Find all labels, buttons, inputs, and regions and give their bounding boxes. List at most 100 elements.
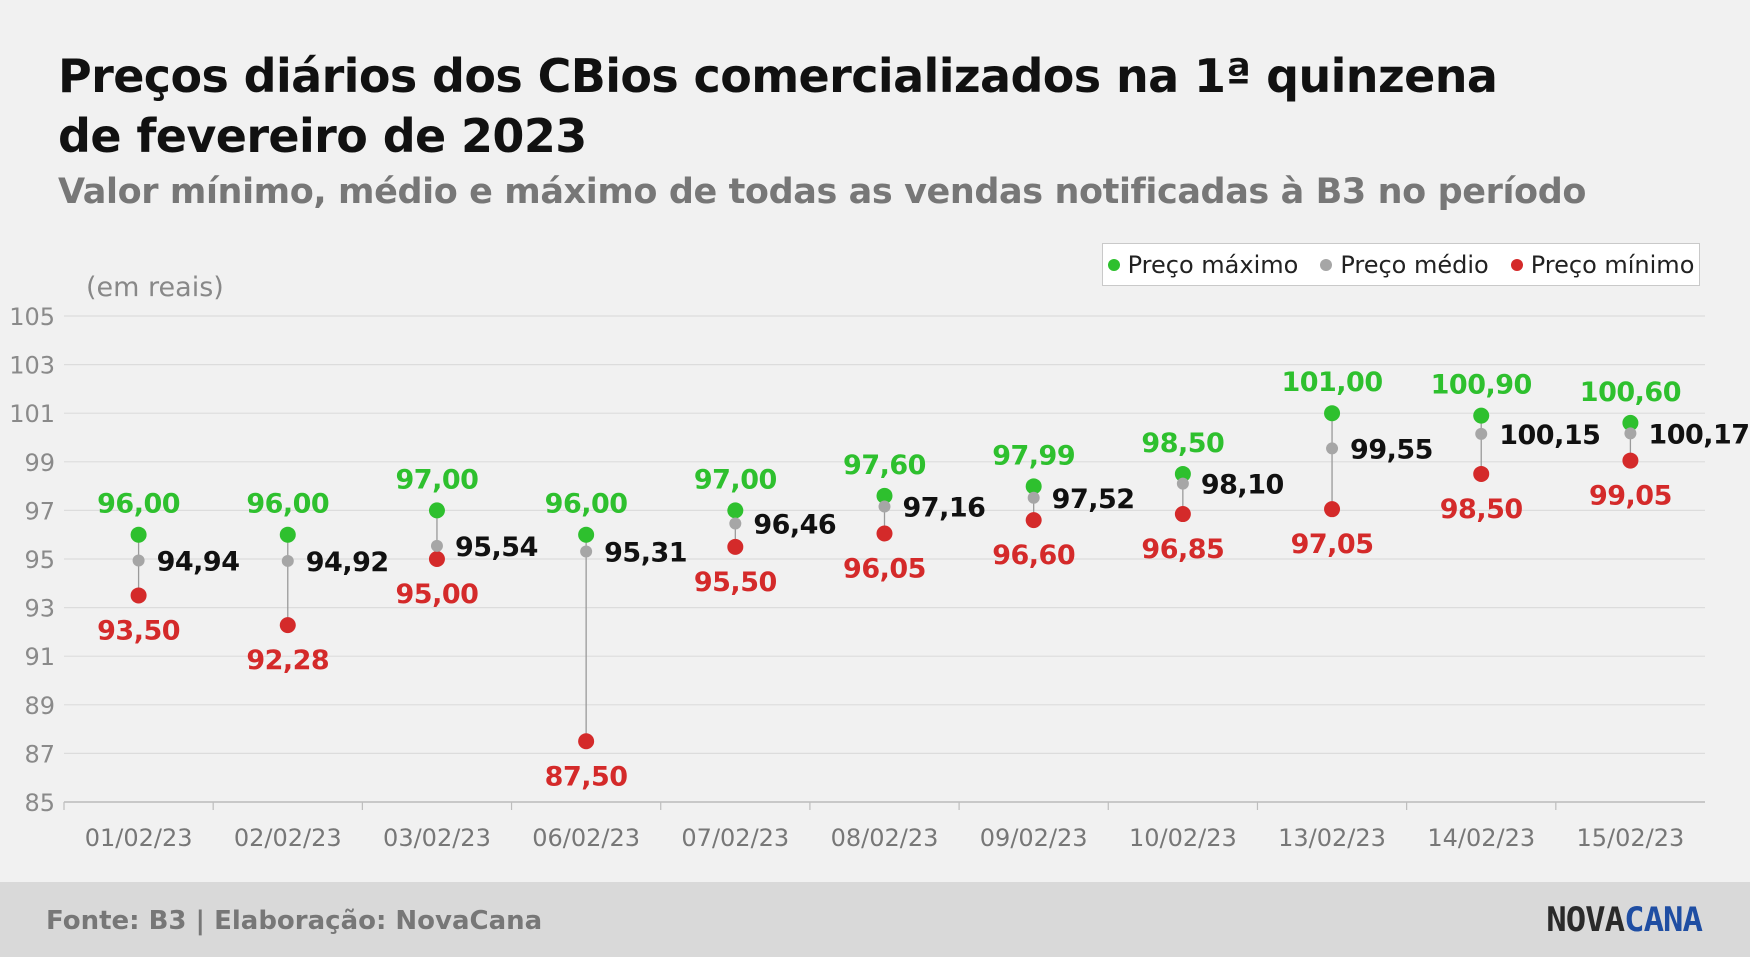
avg-point: [1326, 442, 1339, 455]
x-tick-label: 03/02/23: [383, 824, 491, 852]
x-tick-label: 01/02/23: [85, 824, 193, 852]
y-tick-label: 103: [9, 352, 55, 380]
x-tick-label: 02/02/23: [234, 824, 342, 852]
avg-value-label: 99,55: [1350, 434, 1433, 465]
avg-point: [1027, 491, 1040, 504]
avg-value-label: 98,10: [1201, 470, 1284, 501]
min-point: [130, 587, 147, 604]
x-tick-label: 07/02/23: [681, 824, 789, 852]
max-point: [130, 526, 147, 543]
min-point: [727, 538, 744, 555]
y-tick-label: 87: [24, 740, 55, 768]
min-value-label: 97,05: [1291, 529, 1374, 560]
avg-point: [580, 545, 593, 558]
legend-label-avg: Preço médio: [1340, 250, 1489, 279]
logo-part-2: CANA: [1624, 900, 1703, 940]
price-chart: 105103101999795939189878501/02/2396,0094…: [9, 303, 1750, 852]
max-value-label: 97,60: [843, 450, 926, 481]
x-tick-label: 15/02/23: [1577, 824, 1685, 852]
x-tick-label: 10/02/23: [1129, 824, 1237, 852]
legend-item-max: Preço máximo: [1107, 250, 1299, 279]
min-point: [1473, 465, 1490, 482]
avg-point: [1176, 477, 1189, 490]
title-line-2: de fevereiro de 2023: [58, 109, 587, 163]
legend-dot-avg: [1320, 258, 1333, 271]
avg-value-label: 97,52: [1052, 484, 1135, 515]
y-tick-label: 91: [24, 643, 55, 671]
min-point: [1622, 452, 1639, 469]
max-point: [727, 502, 744, 519]
min-point: [1324, 501, 1341, 518]
max-point: [1174, 465, 1191, 482]
max-value-label: 101,00: [1281, 367, 1382, 398]
avg-value-label: 97,16: [903, 493, 986, 524]
min-value-label: 87,50: [545, 761, 628, 792]
avg-value-label: 95,54: [455, 532, 538, 563]
avg-value-label: 96,46: [753, 510, 836, 541]
max-point: [1324, 405, 1341, 422]
max-value-label: 96,00: [545, 489, 628, 520]
max-value-label: 96,00: [246, 489, 329, 520]
legend-label-max: Preço máximo: [1127, 250, 1299, 279]
legend-dot-min: [1510, 258, 1523, 271]
max-value-label: 100,60: [1580, 377, 1681, 408]
x-tick-label: 13/02/23: [1278, 824, 1386, 852]
x-tick-label: 08/02/23: [831, 824, 939, 852]
y-tick-label: 93: [24, 595, 55, 623]
min-value-label: 96,05: [843, 553, 926, 584]
avg-value-label: 100,15: [1499, 420, 1600, 451]
avg-value-label: 100,17: [1648, 419, 1749, 450]
legend-item-min: Preço mínimo: [1510, 250, 1695, 279]
legend-label-min: Preço mínimo: [1530, 250, 1695, 279]
max-value-label: 96,00: [97, 489, 180, 520]
chart-title: Preços diários dos CBios comercializados…: [58, 46, 1558, 166]
avg-point: [878, 500, 891, 513]
title-line-1: Preços diários dos CBios comercializados…: [58, 49, 1498, 103]
x-tick-label: 14/02/23: [1427, 824, 1535, 852]
max-value-label: 97,99: [992, 440, 1075, 471]
min-value-label: 99,05: [1589, 481, 1672, 512]
chart-subtitle: Valor mínimo, médio e máximo de todas as…: [58, 172, 1586, 212]
max-value-label: 97,00: [396, 464, 479, 495]
max-point: [279, 526, 296, 543]
avg-point: [1624, 427, 1637, 440]
y-tick-label: 97: [24, 497, 55, 525]
max-point: [1622, 414, 1639, 431]
min-value-label: 93,50: [97, 615, 180, 646]
max-value-label: 98,50: [1141, 428, 1224, 459]
x-tick-label: 06/02/23: [532, 824, 640, 852]
y-tick-label: 89: [24, 692, 55, 720]
avg-point: [132, 554, 145, 567]
avg-value-label: 95,31: [604, 537, 687, 568]
y-tick-label: 99: [24, 449, 55, 477]
unit-label: (em reais): [86, 272, 224, 303]
y-tick-label: 101: [9, 400, 55, 428]
min-value-label: 95,50: [694, 567, 777, 598]
avg-value-label: 94,94: [157, 546, 240, 577]
max-point: [1025, 478, 1042, 495]
min-value-label: 96,60: [992, 540, 1075, 571]
min-value-label: 92,28: [246, 645, 329, 676]
min-value-label: 98,50: [1440, 494, 1523, 525]
legend-dot-max: [1107, 258, 1120, 271]
max-point: [876, 487, 893, 504]
avg-point: [1475, 427, 1488, 440]
min-point: [1174, 506, 1191, 523]
logo-part-1: NOVA: [1546, 900, 1625, 940]
avg-point: [729, 517, 742, 530]
y-tick-label: 95: [24, 546, 55, 574]
novacana-logo: NOVACANA: [1546, 900, 1703, 940]
avg-value-label: 94,92: [306, 547, 389, 578]
legend-item-avg: Preço médio: [1320, 250, 1489, 279]
min-point: [876, 525, 893, 542]
legend: Preço máximo Preço médio Preço mínimo: [1102, 243, 1700, 286]
y-tick-label: 85: [24, 789, 55, 817]
min-point: [428, 551, 445, 567]
max-point: [428, 502, 445, 519]
avg-point: [430, 539, 443, 552]
footer: Fonte: B3 | Elaboração: NovaCana NOVACAN…: [0, 882, 1750, 957]
source-text: Fonte: B3 | Elaboração: NovaCana: [46, 906, 543, 936]
x-tick-label: 09/02/23: [980, 824, 1088, 852]
min-point: [578, 733, 595, 750]
min-value-label: 96,85: [1141, 534, 1224, 565]
